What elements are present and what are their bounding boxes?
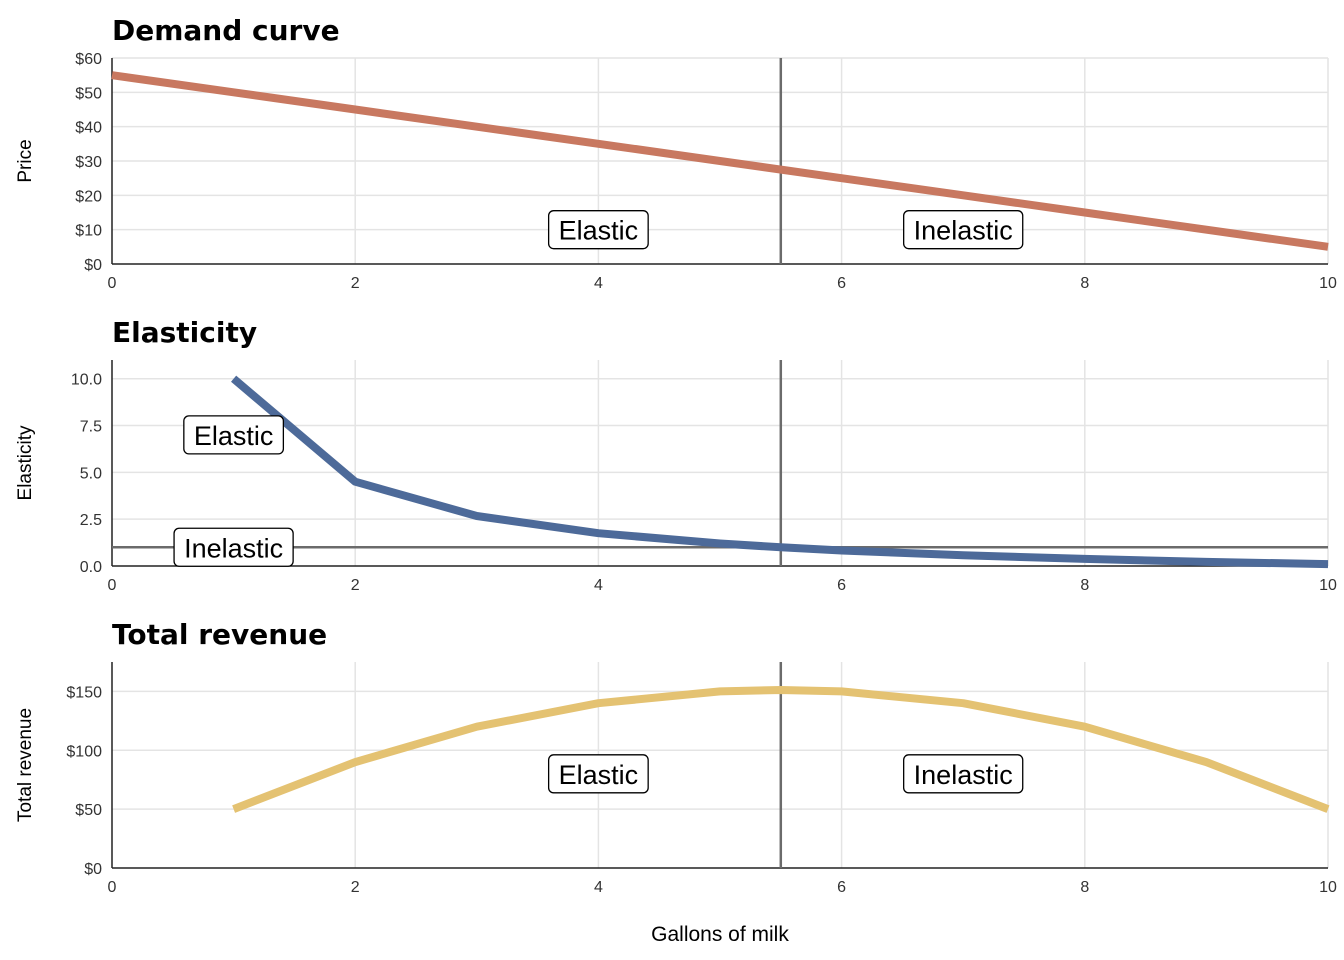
y-tick-label: 7.5 [80, 419, 102, 436]
x-tick-label: 4 [594, 879, 603, 896]
panel-title: Demand curve [112, 14, 340, 47]
annotation-label: Inelastic [173, 527, 294, 567]
annotation-label: Elastic [183, 415, 285, 455]
x-tick-label: 2 [351, 275, 360, 292]
x-tick-label: 6 [837, 879, 846, 896]
annotation-text: Inelastic [914, 760, 1013, 790]
x-tick-label: 10 [1319, 879, 1337, 896]
annotation-label: Inelastic [903, 210, 1024, 250]
x-tick-label: 0 [108, 879, 117, 896]
x-tick-label: 8 [1080, 275, 1089, 292]
y-tick-label: $50 [75, 802, 102, 819]
annotation-text: Elastic [559, 216, 639, 246]
annotation-text: Inelastic [914, 216, 1013, 246]
x-tick-label: 6 [837, 275, 846, 292]
y-axis-label: Price [15, 139, 36, 182]
x-tick-label: 6 [837, 577, 846, 594]
x-tick-label: 0 [108, 275, 117, 292]
annotation-box [903, 210, 1024, 250]
annotation-box [547, 754, 649, 794]
annotation-label: Elastic [547, 754, 649, 794]
y-tick-label: $20 [75, 188, 102, 205]
y-tick-label: 10.0 [71, 372, 102, 389]
series-line [231, 375, 1329, 569]
y-tick-label: $60 [75, 51, 102, 68]
panel-title: Elasticity [112, 316, 257, 349]
x-tick-label: 8 [1080, 879, 1089, 896]
x-tick-label: 2 [351, 879, 360, 896]
y-tick-label: $150 [66, 684, 102, 701]
x-tick-label: 4 [594, 275, 603, 292]
x-axis-label: Gallons of milk [651, 923, 789, 946]
series-line [232, 686, 1330, 813]
y-tick-label: $50 [75, 85, 102, 102]
y-tick-label: $0 [84, 861, 102, 878]
y-tick-label: 2.5 [80, 512, 102, 529]
x-tick-label: 10 [1319, 275, 1337, 292]
annotation-box [173, 527, 294, 567]
y-tick-label: 0.0 [80, 559, 102, 576]
panel-2: Elasticity Elasticity 0 2 4 6 8 10 0.0 2.5 5.0 7.5 1… [15, 316, 1337, 594]
y-axis-label: Total revenue [15, 708, 36, 822]
annotation-text: Inelastic [184, 533, 283, 563]
annotation-label: Inelastic [903, 754, 1024, 794]
y-tick-label: 5.0 [80, 465, 102, 482]
series-line [111, 71, 1329, 251]
panel-3: Total revenue Total revenue 0 2 4 6 8 10 $0 $50 $1… [15, 618, 1337, 896]
x-tick-label: 10 [1319, 577, 1337, 594]
x-tick-label: 0 [108, 577, 117, 594]
y-tick-label: $0 [84, 257, 102, 274]
annotation-text: Elastic [194, 421, 274, 451]
panel-title: Total revenue [112, 618, 327, 651]
y-tick-label: $100 [66, 743, 102, 760]
annotation-label: Elastic [547, 210, 649, 250]
y-tick-label: $10 [75, 223, 102, 240]
panel-1: Demand curve Price 0 2 4 6 8 10 $0 $10 $20 $30 $40 $5… [15, 14, 1337, 292]
x-tick-label: 4 [594, 577, 603, 594]
annotation-box [547, 210, 649, 250]
x-tick-label: 8 [1080, 577, 1089, 594]
annotation-box [903, 754, 1024, 794]
y-tick-label: $40 [75, 120, 102, 137]
y-tick-label: $30 [75, 154, 102, 171]
x-tick-label: 2 [351, 577, 360, 594]
annotation-text: Elastic [559, 760, 639, 790]
annotation-box [183, 415, 285, 455]
y-axis-label: Elasticity [15, 425, 36, 500]
